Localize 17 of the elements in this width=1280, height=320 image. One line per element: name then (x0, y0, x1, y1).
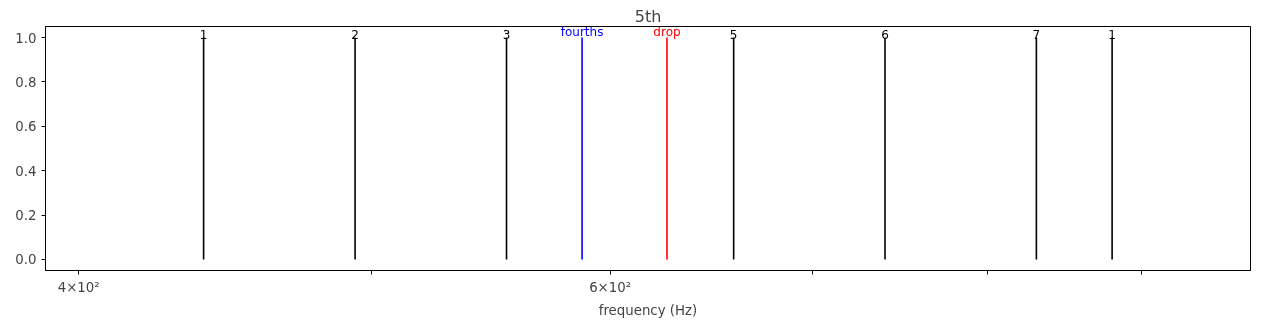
series-label: fourths (560, 24, 604, 39)
chart-title: 5th (634, 6, 662, 26)
y-tick-label: 0.0 (15, 252, 37, 268)
y-tick-label: 1.0 (15, 30, 37, 46)
y-tick-label: 0.2 (15, 208, 37, 224)
x-axis-title: frequency (Hz) (598, 302, 698, 318)
series-label: drop (653, 24, 681, 39)
y-tick-label: 0.8 (15, 74, 37, 90)
y-tick-label: 0.6 (15, 119, 37, 135)
series-label: 1 (1108, 27, 1116, 42)
series-label: 5 (729, 27, 738, 42)
series-label: 6 (881, 27, 889, 42)
x-tick-label: 6×10² (589, 279, 632, 295)
x-tick-label: 4×10² (57, 279, 100, 295)
series-label: 2 (351, 27, 359, 42)
series-label: 7 (1032, 27, 1041, 42)
y-tick-label: 0.4 (15, 163, 37, 179)
